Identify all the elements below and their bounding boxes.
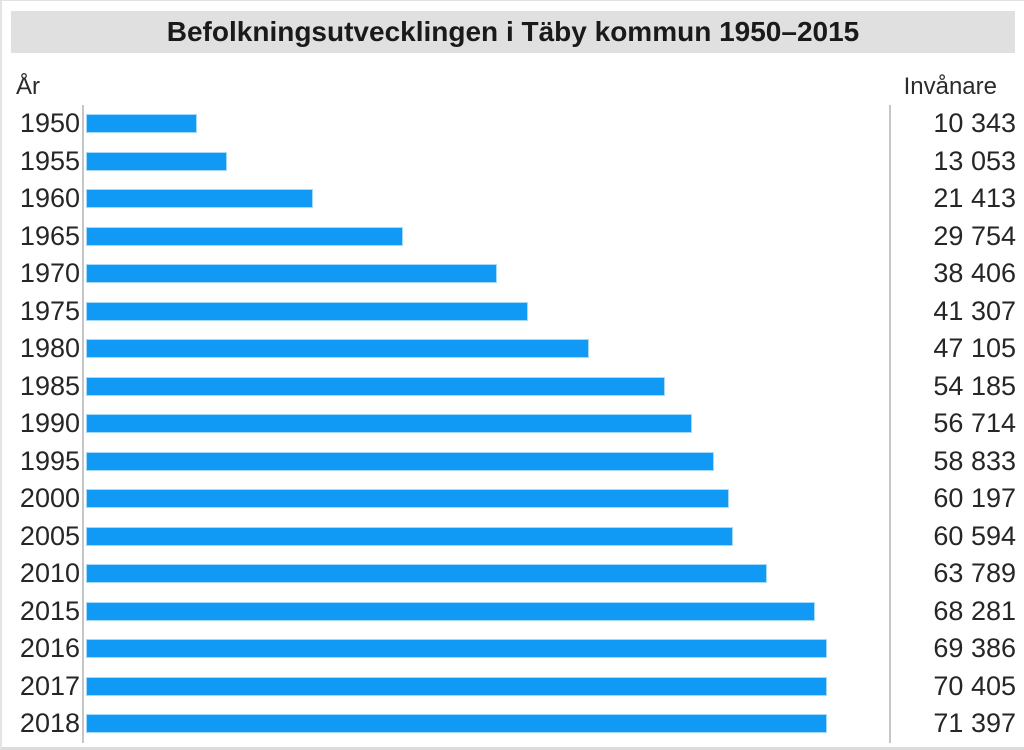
year-label: 2005 (19, 521, 80, 551)
year-label: 1960 (19, 183, 80, 213)
chart-row: 1955 13 053 (2, 143, 1024, 180)
year-label: 2017 (19, 671, 80, 701)
value-label: 60 594 (933, 521, 1016, 551)
population-bar (86, 452, 714, 471)
value-label: 69 386 (933, 633, 1016, 663)
population-bar (86, 264, 497, 283)
year-label: 1965 (19, 221, 80, 251)
value-label: 29 754 (933, 221, 1016, 251)
year-label: 1980 (19, 333, 80, 363)
year-label: 2000 (19, 483, 80, 513)
chart-row: 2017 70 405 (2, 668, 1024, 705)
value-label: 63 789 (933, 558, 1016, 588)
chart-row: 2016 69 386 (2, 630, 1024, 667)
chart-title: Befolkningsutvecklingen i Täby kommun 19… (166, 16, 860, 47)
population-bar (86, 602, 815, 621)
value-label: 21 413 (933, 183, 1016, 213)
population-bar (86, 677, 827, 696)
year-label: 1970 (19, 258, 80, 288)
year-label: 1990 (19, 408, 80, 438)
population-bar (86, 564, 767, 583)
chart-row: 1995 58 833 (2, 443, 1024, 480)
population-bar (86, 639, 827, 658)
value-label: 68 281 (933, 596, 1016, 626)
year-column-header: År (16, 73, 40, 100)
year-label: 2010 (19, 558, 80, 588)
chart-row: 2005 60 594 (2, 518, 1024, 555)
value-label: 71 397 (933, 708, 1016, 738)
left-axis-line (82, 105, 84, 743)
population-bar (86, 414, 692, 433)
year-label: 1995 (19, 446, 80, 476)
year-label: 1950 (19, 108, 80, 138)
chart-row: 1965 29 754 (2, 218, 1024, 255)
population-bar (86, 114, 197, 133)
population-bar (86, 189, 313, 208)
chart-row: 2015 68 281 (2, 593, 1024, 630)
population-bar (86, 489, 729, 508)
value-label: 13 053 (933, 146, 1016, 176)
value-label: 38 406 (933, 258, 1016, 288)
chart-row: 1985 54 185 (2, 368, 1024, 405)
year-label: 1985 (19, 371, 80, 401)
value-label: 60 197 (933, 483, 1016, 513)
year-label: 2015 (19, 596, 80, 626)
right-divider-line (889, 105, 891, 743)
population-bar (86, 339, 589, 358)
chart-row: 1950 10 343 (2, 105, 1024, 142)
chart-row: 1960 21 413 (2, 180, 1024, 217)
population-bar (86, 302, 528, 321)
value-label: 70 405 (933, 671, 1016, 701)
year-label: 2018 (19, 708, 80, 738)
year-label: 1975 (19, 296, 80, 326)
chart-row: 1975 41 307 (2, 293, 1024, 330)
population-bar (86, 227, 403, 246)
population-bar (86, 377, 665, 396)
chart-title-bar: Befolkningsutvecklingen i Täby kommun 19… (11, 11, 1015, 53)
chart-row: 1990 56 714 (2, 405, 1024, 442)
chart-row: 1980 47 105 (2, 330, 1024, 367)
value-label: 54 185 (933, 371, 1016, 401)
year-label: 2016 (19, 633, 80, 663)
value-label: 10 343 (933, 108, 1016, 138)
value-label: 56 714 (933, 408, 1016, 438)
chart-row: 2000 60 197 (2, 480, 1024, 517)
population-bar (86, 714, 827, 733)
population-bar (86, 527, 733, 546)
chart-row: 2018 71 397 (2, 705, 1024, 742)
year-label: 1955 (19, 146, 80, 176)
value-label: 47 105 (933, 333, 1016, 363)
chart-row: 2010 63 789 (2, 555, 1024, 592)
chart-row: 1970 38 406 (2, 255, 1024, 292)
population-bar (86, 152, 227, 171)
value-label: 41 307 (933, 296, 1016, 326)
value-label: 58 833 (933, 446, 1016, 476)
value-column-header: Invånare (903, 73, 997, 100)
chart-rows: 1950 10 343 1955 13 053 1960 21 413 1965 29 754… (2, 105, 1024, 743)
